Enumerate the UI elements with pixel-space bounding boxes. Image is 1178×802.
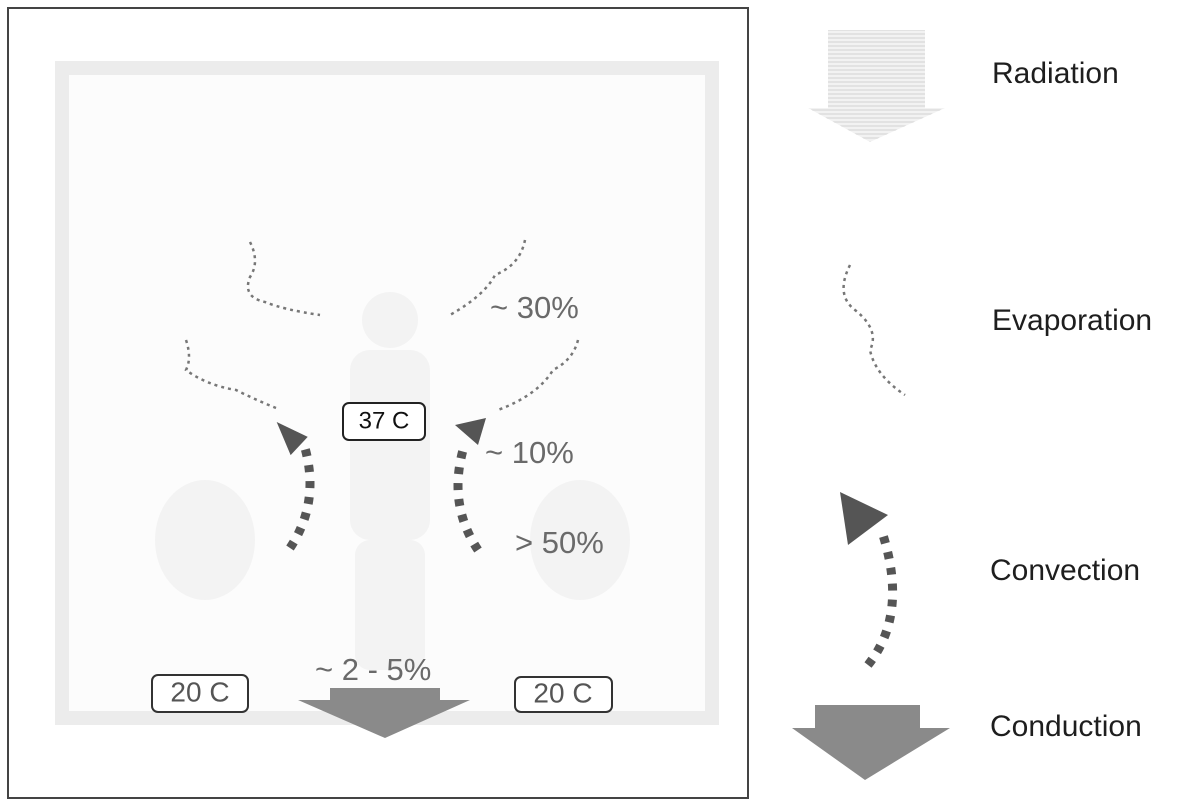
temp-box [151,674,249,713]
radiation-icon [808,30,945,142]
temp-box [342,402,426,441]
temp-label: 20 C [170,676,229,707]
legend-label: Radiation [992,57,1119,90]
convection-arrow [453,448,482,553]
percentage: ~ 10% [485,435,574,470]
legend-label: Convection [990,554,1140,587]
evaporation-wave [184,339,277,410]
conduction-icon [792,705,950,780]
temp-box [514,676,613,713]
evaporation-icon [842,264,906,397]
figure [155,292,630,670]
arrowhead [840,492,888,545]
conduction-arrow [298,688,470,738]
temp-label: 20 C [533,677,592,708]
legend-label: Evaporation [992,304,1152,337]
arrowhead [276,422,308,456]
convection-arrow [286,446,315,551]
percentage: ~ 30% [490,290,579,325]
evaporation-wave [449,239,527,317]
percentage: > 50% [515,525,604,560]
legend-label: Conduction [990,710,1142,743]
arrowhead [455,418,486,445]
percentage: ~ 2 - 5% [315,652,431,687]
convection-icon [864,533,898,668]
temp-label: 37 C [359,407,410,434]
